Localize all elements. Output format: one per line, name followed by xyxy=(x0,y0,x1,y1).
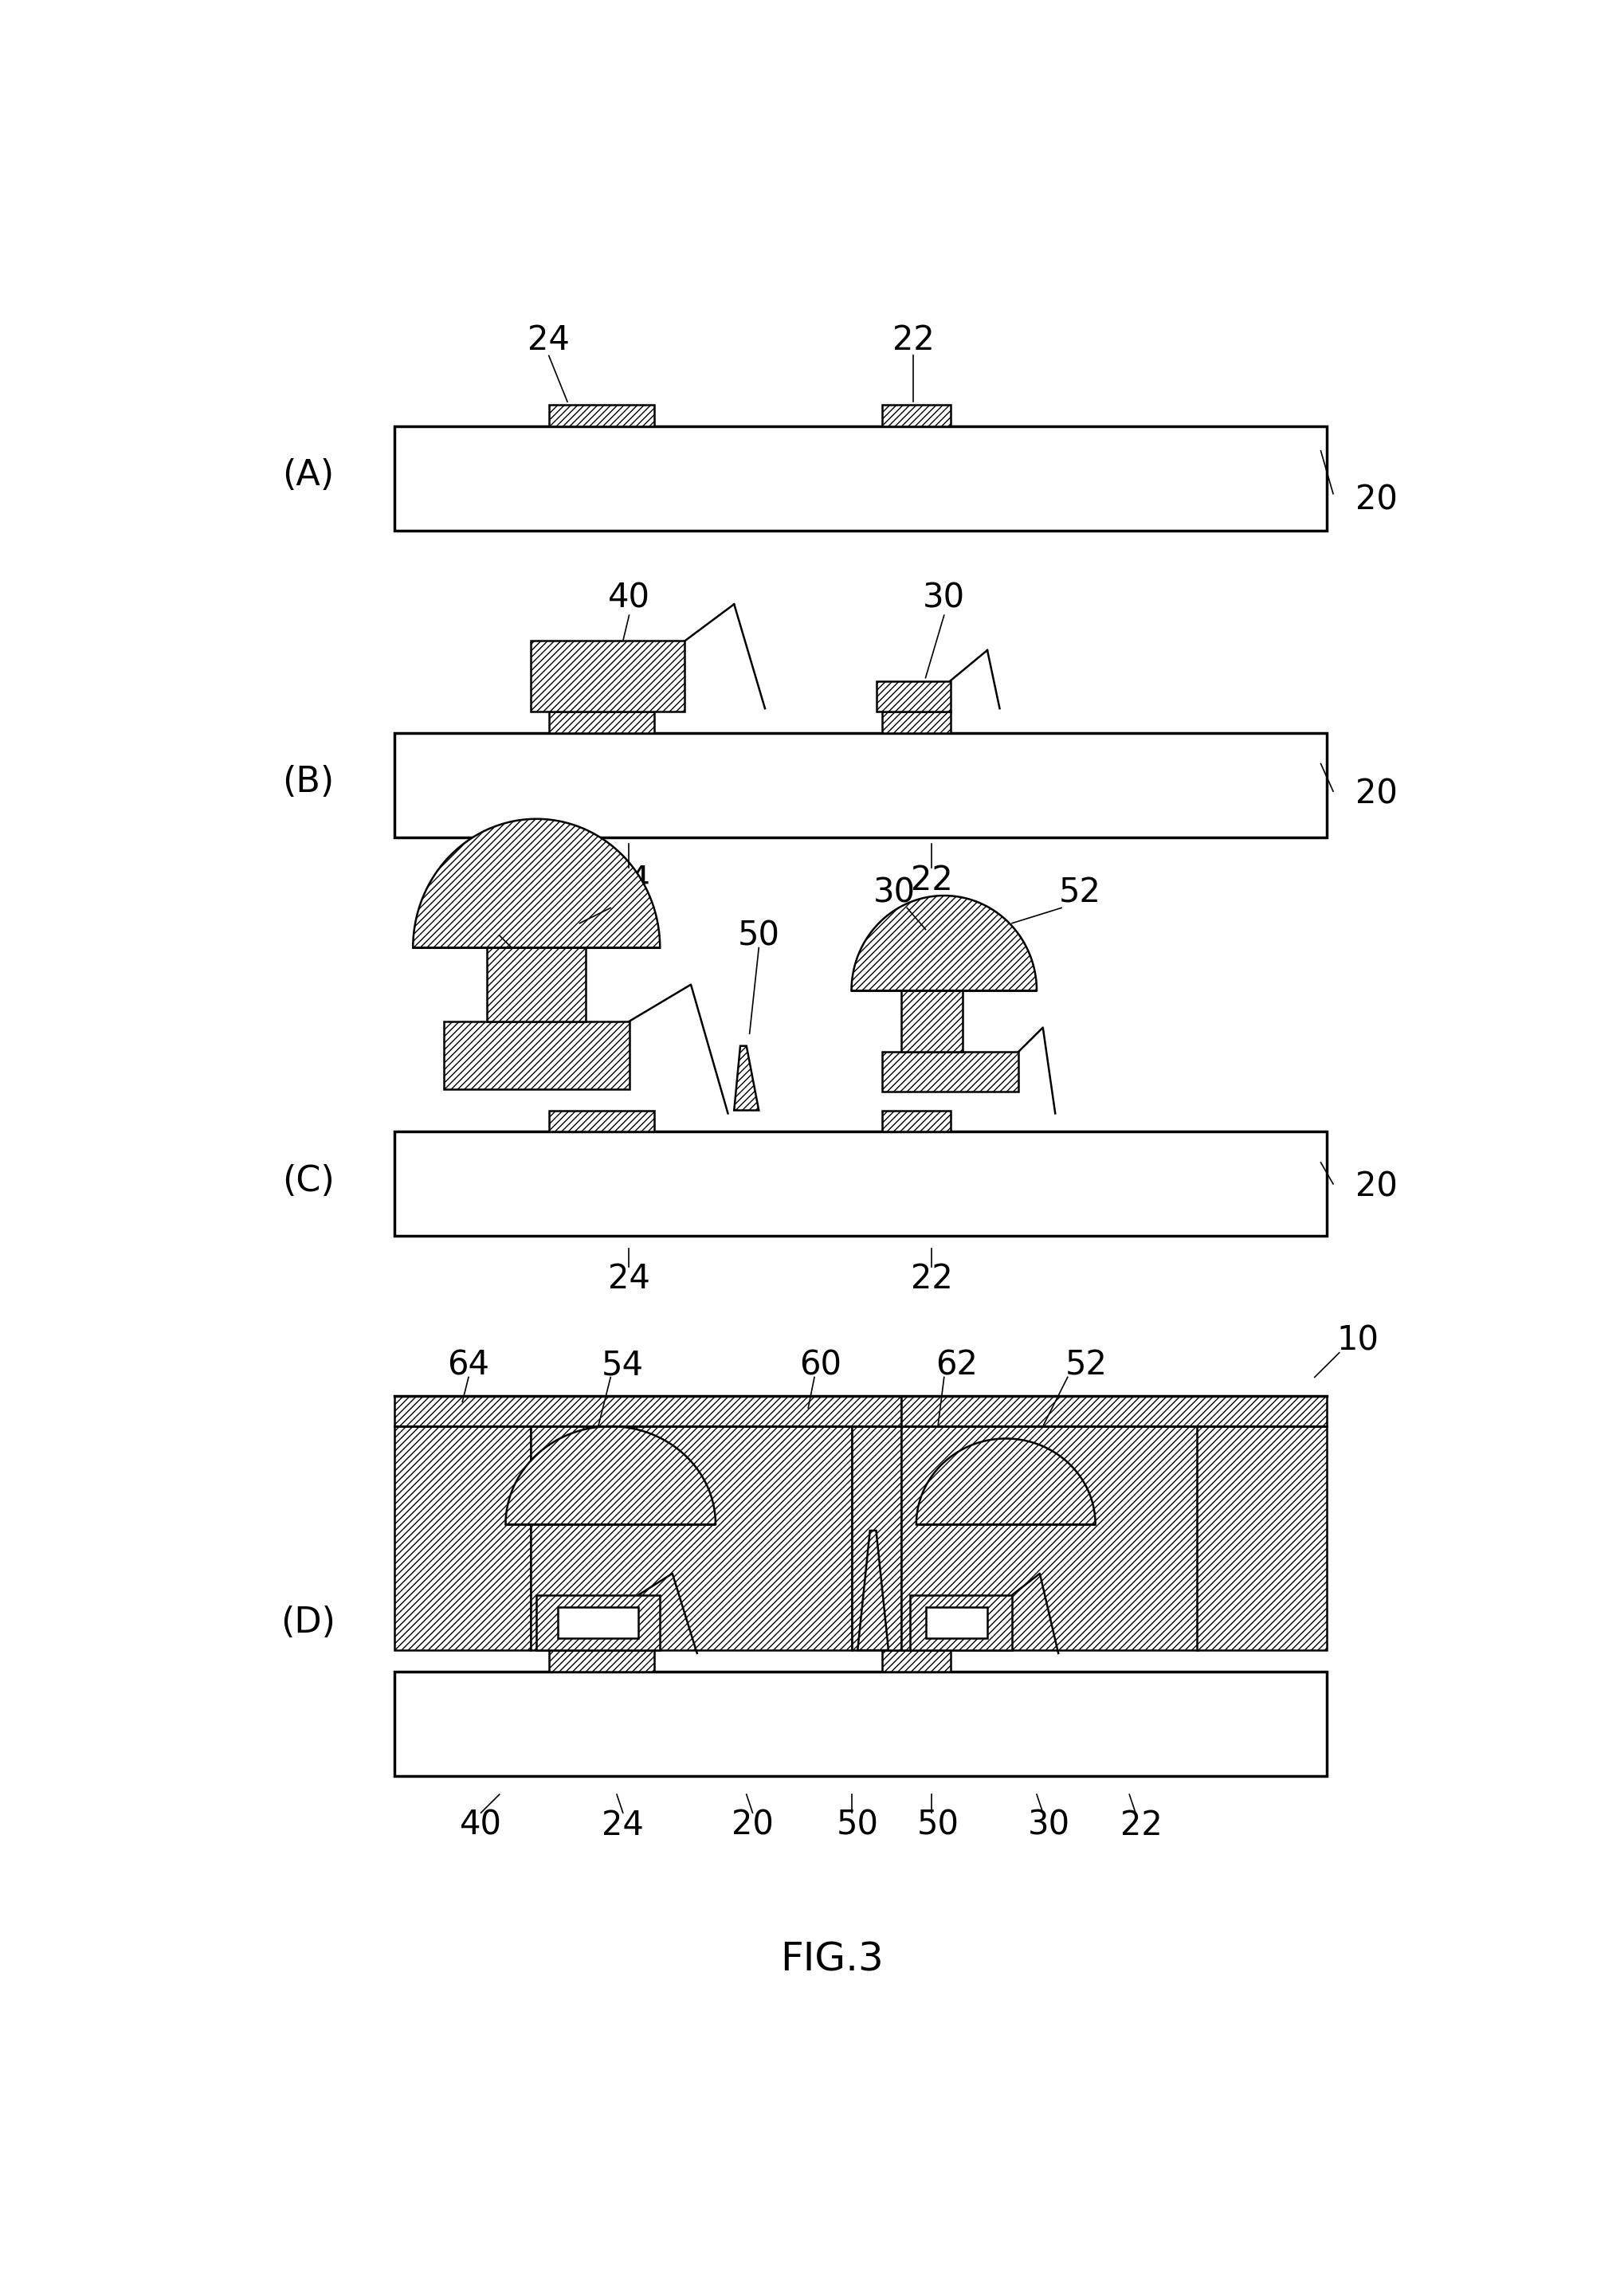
Polygon shape xyxy=(857,1530,888,1651)
Bar xyxy=(559,1608,638,1637)
Text: (A): (A) xyxy=(283,457,335,493)
Bar xyxy=(549,1110,654,1132)
Bar xyxy=(536,1594,659,1651)
Text: 50: 50 xyxy=(836,1808,879,1842)
Text: 24: 24 xyxy=(528,323,570,357)
Text: 60: 60 xyxy=(799,1348,841,1383)
Bar xyxy=(909,1594,1012,1651)
Text: 20: 20 xyxy=(731,1808,773,1842)
Text: 10: 10 xyxy=(1337,1323,1379,1358)
Bar xyxy=(395,1396,901,1426)
Bar xyxy=(395,1426,531,1651)
Text: 22: 22 xyxy=(911,1262,953,1296)
Text: 62: 62 xyxy=(935,1348,978,1383)
Bar xyxy=(926,1608,987,1637)
Text: 52: 52 xyxy=(1065,1348,1108,1383)
Bar xyxy=(395,1132,1327,1237)
Text: 40: 40 xyxy=(607,582,650,614)
Bar xyxy=(901,991,963,1053)
Bar xyxy=(875,680,950,712)
Text: 22: 22 xyxy=(1121,1808,1163,1842)
Text: 30: 30 xyxy=(1028,1808,1070,1842)
Text: 24: 24 xyxy=(607,864,650,896)
Bar xyxy=(531,641,685,712)
Text: 50: 50 xyxy=(737,919,780,953)
Text: 52: 52 xyxy=(1059,875,1101,910)
Bar xyxy=(549,405,654,425)
Bar xyxy=(487,948,586,1021)
Polygon shape xyxy=(505,1426,716,1524)
Bar xyxy=(549,712,654,732)
Text: (C): (C) xyxy=(283,1164,335,1198)
Text: 20: 20 xyxy=(1356,482,1397,516)
Text: 54: 54 xyxy=(603,875,645,910)
Polygon shape xyxy=(851,896,1036,991)
Bar xyxy=(882,1053,1018,1092)
Bar xyxy=(395,425,1327,530)
Bar xyxy=(882,405,950,425)
Text: 24: 24 xyxy=(603,1808,645,1842)
Polygon shape xyxy=(734,1046,758,1110)
Text: 22: 22 xyxy=(911,864,953,896)
Text: 20: 20 xyxy=(1356,1171,1397,1203)
Text: 54: 54 xyxy=(603,1348,645,1383)
Bar xyxy=(882,712,950,732)
Bar xyxy=(851,1426,901,1651)
Bar xyxy=(395,1671,1327,1776)
Text: (D): (D) xyxy=(281,1605,336,1640)
Bar xyxy=(549,1651,654,1671)
Text: 30: 30 xyxy=(922,582,965,614)
Bar xyxy=(882,1651,950,1671)
Text: (B): (B) xyxy=(283,764,335,798)
Bar xyxy=(395,732,1327,837)
Text: 20: 20 xyxy=(1356,778,1397,812)
Bar xyxy=(901,1426,1197,1651)
Bar xyxy=(901,1396,1327,1426)
Bar xyxy=(531,1426,851,1651)
Text: 64: 64 xyxy=(448,1348,490,1383)
Text: 50: 50 xyxy=(918,1808,960,1842)
Text: 40: 40 xyxy=(466,907,508,939)
Bar xyxy=(1197,1426,1327,1651)
Text: 40: 40 xyxy=(460,1808,502,1842)
Text: 24: 24 xyxy=(607,1262,650,1296)
Polygon shape xyxy=(916,1439,1095,1524)
Text: FIG.3: FIG.3 xyxy=(781,1942,883,1978)
Text: 22: 22 xyxy=(892,323,934,357)
Bar xyxy=(443,1021,628,1089)
Bar xyxy=(882,1110,950,1132)
Text: 30: 30 xyxy=(874,875,916,910)
Polygon shape xyxy=(412,819,659,948)
